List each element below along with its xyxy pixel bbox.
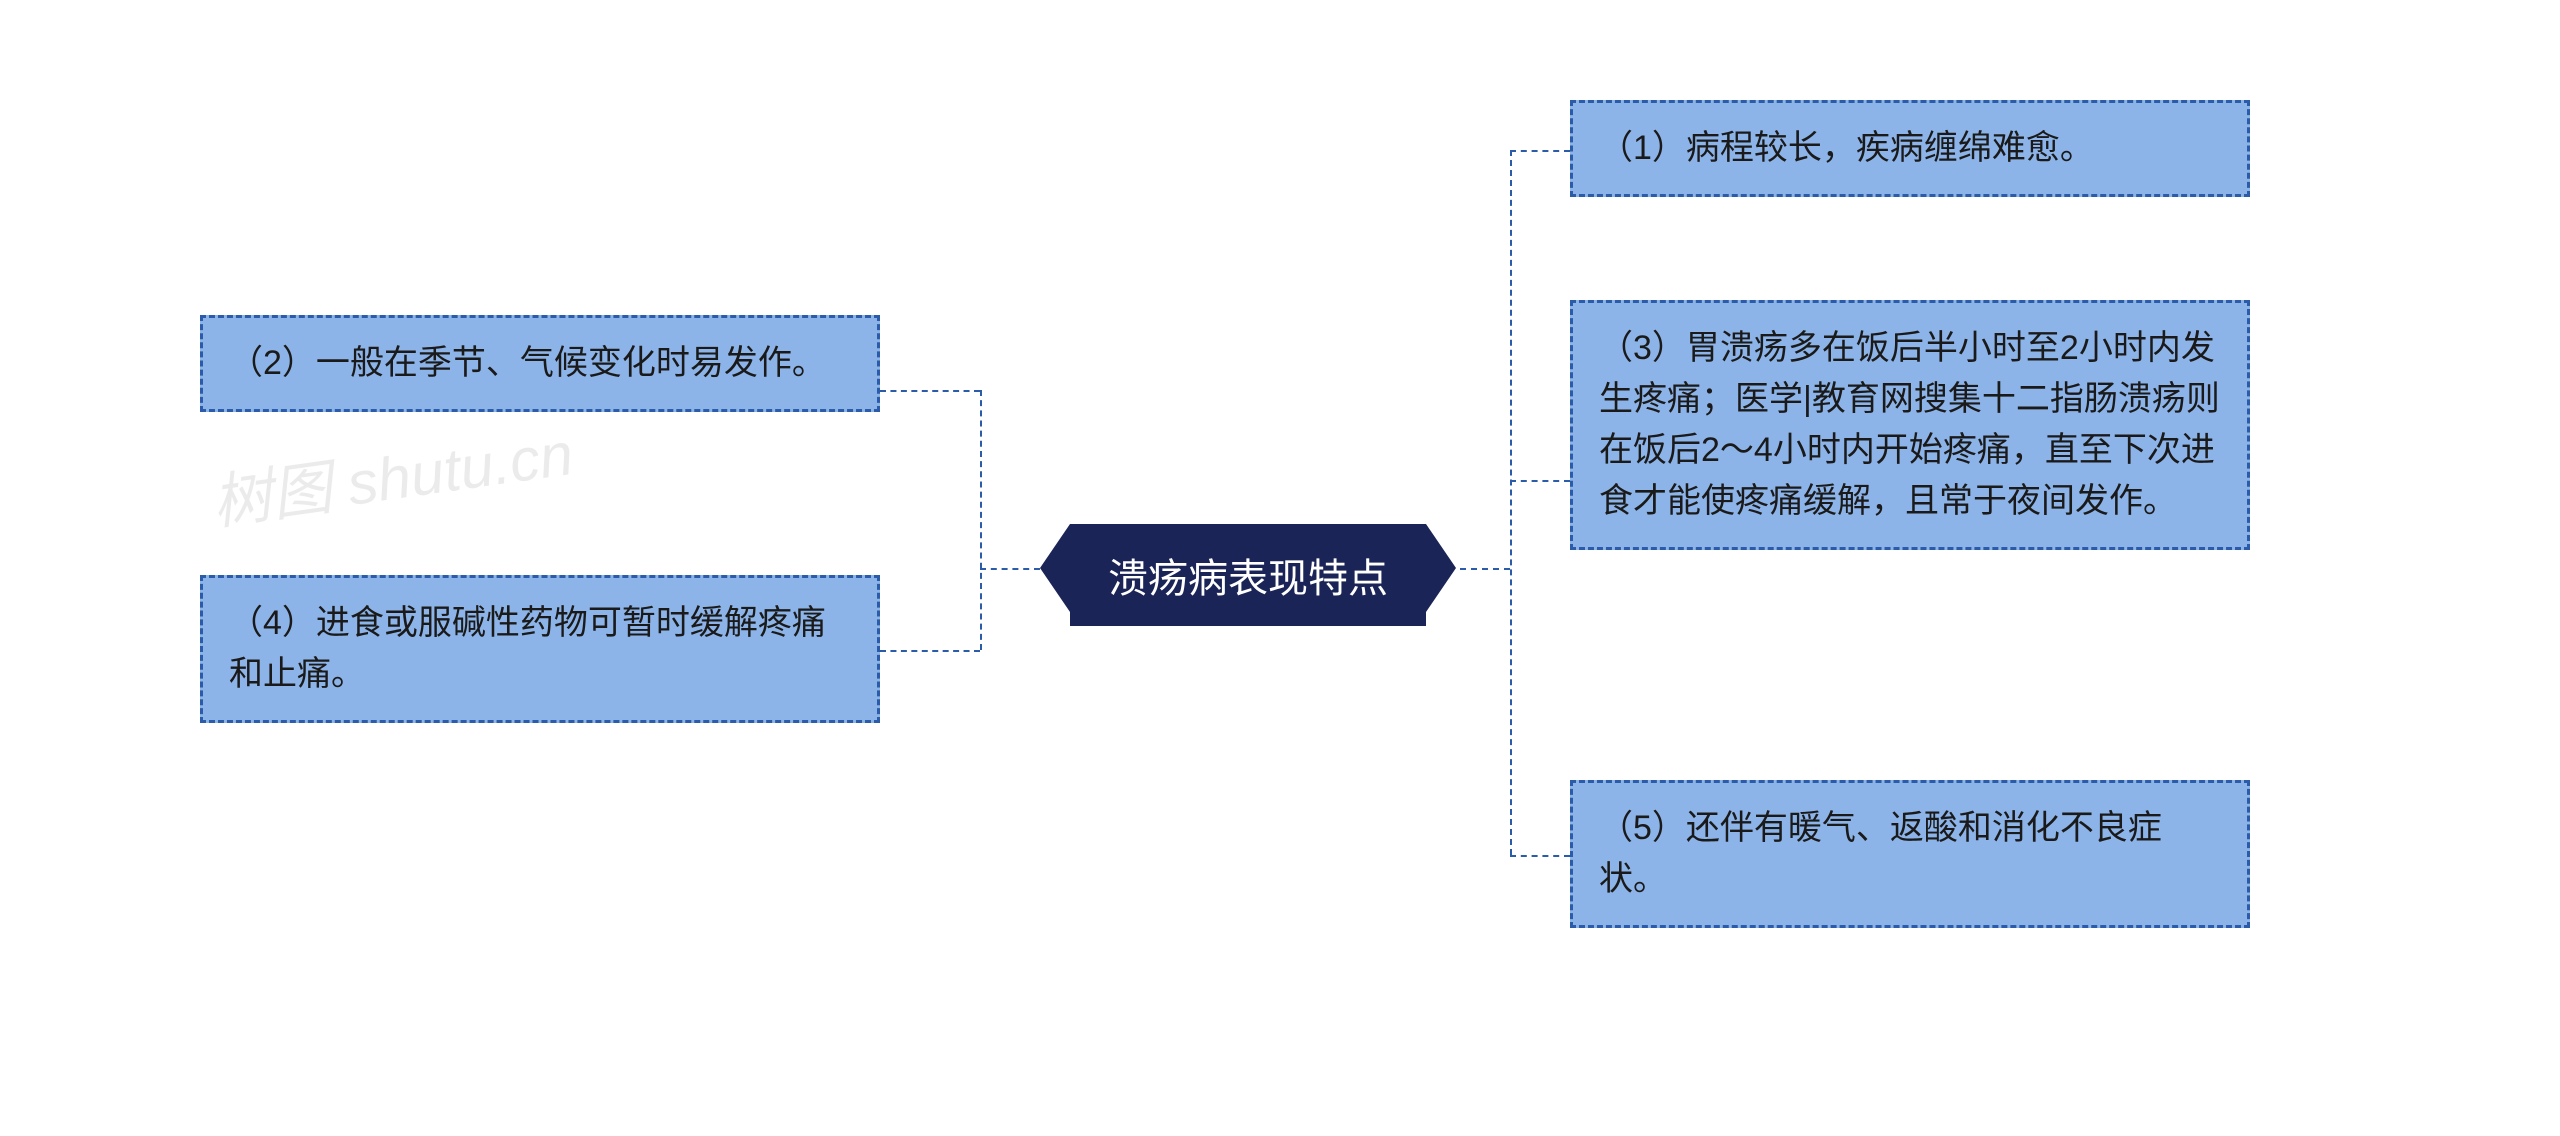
connector: [880, 390, 980, 392]
connector: [1510, 150, 1512, 855]
connector: [1510, 150, 1570, 152]
branch-node-3: （3）胃溃疡多在饭后半小时至2小时内发生疼痛；医学|教育网搜集十二指肠溃疡则在饭…: [1570, 300, 2250, 550]
branch-node-text: （5）还伴有暖气、返酸和消化不良症状。: [1599, 809, 2162, 898]
branch-node-2: （2）一般在季节、气候变化时易发作。: [200, 315, 880, 412]
connector: [880, 650, 980, 652]
center-node-text: 溃疡病表现特点: [1108, 557, 1388, 601]
branch-node-5: （5）还伴有暖气、返酸和消化不良症状。: [1570, 780, 2250, 928]
mindmap-canvas: 树图 shutu.cn shutu.cn 溃疡病表现特点 （2）一般在季节、气候…: [0, 0, 2560, 1136]
branch-node-text: （1）病程较长，疾病缠绵难愈。: [1599, 129, 2094, 167]
connector: [1510, 855, 1570, 857]
branch-node-text: （2）一般在季节、气候变化时易发作。: [229, 344, 826, 382]
connector: [1510, 480, 1570, 482]
branch-node-text: （4）进食或服碱性药物可暂时缓解疼痛和止痛。: [229, 604, 826, 693]
connector: [1460, 568, 1510, 570]
watermark: 树图 shutu.cn: [206, 405, 578, 542]
branch-node-1: （1）病程较长，疾病缠绵难愈。: [1570, 100, 2250, 197]
center-node: 溃疡病表现特点: [1070, 524, 1426, 626]
connector: [980, 390, 982, 650]
connector: [980, 568, 1040, 570]
branch-node-4: （4）进食或服碱性药物可暂时缓解疼痛和止痛。: [200, 575, 880, 723]
branch-node-text: （3）胃溃疡多在饭后半小时至2小时内发生疼痛；医学|教育网搜集十二指肠溃疡则在饭…: [1599, 329, 2220, 520]
